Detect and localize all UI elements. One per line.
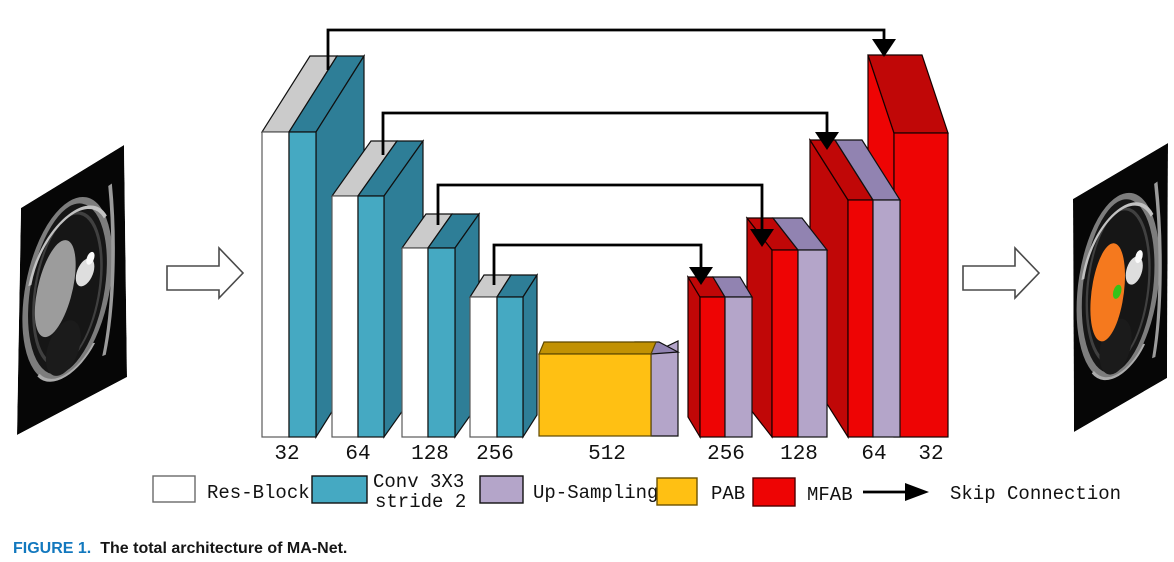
liver-segmentation-overlay <box>1090 243 1125 342</box>
mfab-label: MFAB <box>807 484 853 506</box>
encoder-3-channels: 128 <box>411 443 449 466</box>
right-edge-band <box>102 183 115 357</box>
arrowhead-icon <box>689 267 713 285</box>
res-block-swatch <box>152 475 196 503</box>
skip-connection-swatch-arrowhead-icon <box>905 483 929 501</box>
tumor-segmentation-overlay <box>1112 284 1122 299</box>
conv-label-line1: Conv 3X3 <box>373 471 464 493</box>
pab-face <box>538 353 652 437</box>
up-sampling-face <box>797 249 828 438</box>
skip-connection-2 <box>381 111 839 155</box>
skip-connection-4 <box>492 243 713 285</box>
bright-spot <box>86 251 95 265</box>
liver-region <box>34 240 76 338</box>
bright-spot <box>1135 250 1143 264</box>
encoder-2-channels: 64 <box>345 443 370 466</box>
figure-caption: FIGURE 1. The total architecture of MA-Ne… <box>13 540 347 558</box>
mfab-face <box>771 249 799 438</box>
mfab-side-face <box>687 274 701 440</box>
encoder-block-4 <box>468 272 539 440</box>
upper-rib-arc <box>28 205 107 287</box>
conv-face <box>496 296 524 438</box>
encoder-1-channels: 32 <box>274 443 299 466</box>
input-ct-image <box>17 145 127 435</box>
lower-dark-region <box>45 320 81 376</box>
bottleneck-block <box>538 340 681 437</box>
bright-structure <box>75 258 95 287</box>
up-sampling-swatch <box>479 475 524 504</box>
res-block-label: Res-Block <box>207 482 310 504</box>
skip-line <box>326 28 886 70</box>
decoder-4-channels: 32 <box>918 443 943 466</box>
decoder-2-channels: 128 <box>780 443 818 466</box>
bottleneck-channels: 512 <box>588 443 626 466</box>
conv-side-face <box>522 272 538 440</box>
res-block-face <box>261 131 290 438</box>
legend: Res-Block Conv 3X3 stride 2 Up-Sampling … <box>152 471 1121 513</box>
up-sampling-face <box>650 340 679 437</box>
pab-label: PAB <box>711 483 745 505</box>
decoder-block-2 <box>745 216 829 439</box>
decoder-block-1 <box>686 274 754 440</box>
input-flow-arrow <box>166 246 245 300</box>
decoder-3-channels: 64 <box>861 443 886 466</box>
bright-structure <box>1125 256 1143 285</box>
pab-top-face <box>538 341 657 355</box>
mfab-face <box>893 132 949 438</box>
pab-swatch <box>656 477 698 506</box>
figure-caption-number: FIGURE 1. <box>13 540 92 557</box>
skip-line <box>436 183 764 229</box>
arrowhead-icon <box>750 229 774 247</box>
res-block-face <box>401 247 429 438</box>
channel-labels: 32 64 128 256 512 256 128 64 32 <box>274 443 943 466</box>
encoder-4-channels: 256 <box>476 443 514 466</box>
arrowhead-icon <box>872 39 896 57</box>
skip-line <box>381 111 829 155</box>
res-block-face <box>469 296 498 438</box>
conv-face <box>288 131 317 438</box>
figure-caption-text: The total architecture of MA-Net. <box>100 540 348 557</box>
lower-rib-arc <box>37 342 96 382</box>
upper-rib-arc <box>1081 202 1154 281</box>
conv-face <box>427 247 456 438</box>
skip-connection-1 <box>326 28 896 70</box>
lower-rib-arc <box>1091 343 1146 380</box>
skip-connection-label: Skip Connection <box>950 483 1121 505</box>
mfab-face <box>699 296 726 438</box>
up-sampling-face <box>872 199 901 438</box>
conv-swatch <box>311 475 368 504</box>
encoder-block-3 <box>400 212 481 439</box>
mfab-swatch <box>752 477 796 507</box>
conv-face <box>357 195 385 438</box>
skip-line <box>492 243 703 285</box>
output-flow-arrow <box>962 246 1041 300</box>
mfab-face <box>847 199 874 438</box>
conv-label-line2: stride 2 <box>375 491 466 513</box>
arrowhead-icon <box>815 132 839 150</box>
res-block-face <box>331 195 359 438</box>
up-sampling-face <box>724 296 753 438</box>
skip-connection-3 <box>436 183 774 247</box>
decoder-1-channels: 256 <box>707 443 745 466</box>
right-edge-band <box>1152 181 1162 359</box>
output-ct-image <box>1073 143 1168 432</box>
up-sampling-label: Up-Sampling <box>533 482 658 504</box>
